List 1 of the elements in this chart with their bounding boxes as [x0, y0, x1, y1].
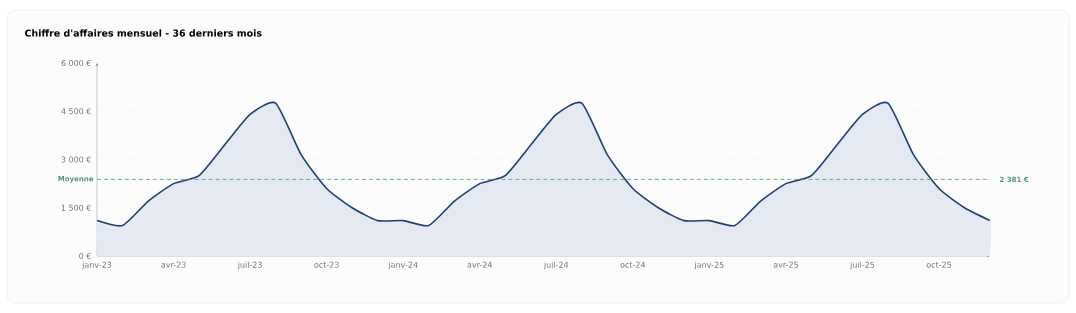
- chart-title: Chiffre d'affaires mensuel - 36 derniers mois: [24, 29, 262, 37]
